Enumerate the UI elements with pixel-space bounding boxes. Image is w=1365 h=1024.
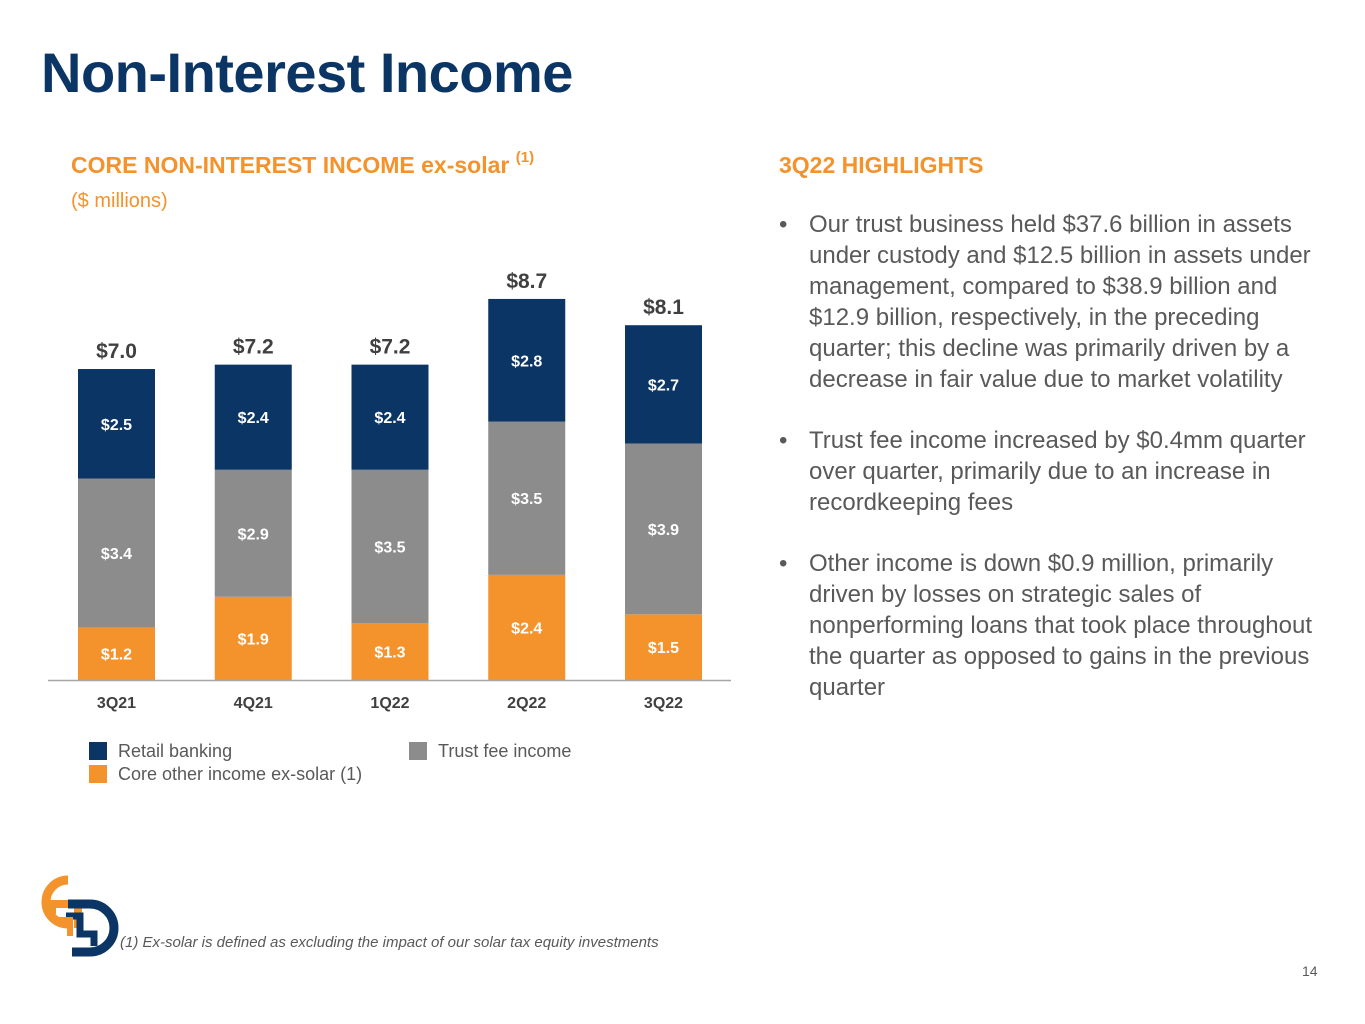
bar-segment [78, 627, 155, 680]
bar-value-label: $2.4 [511, 620, 542, 637]
legend-item-retail-banking: Retail banking [89, 740, 232, 762]
highlights-title: 3Q22 HIGHLIGHTS [779, 152, 984, 178]
page-title: Non-Interest Income [41, 41, 573, 104]
bar-total-label: $7.2 [370, 336, 411, 359]
legend-item-trust-fee-income: Trust fee income [409, 740, 571, 762]
bar-value-label: $1.2 [101, 647, 132, 664]
bar-total-label: $8.7 [506, 270, 547, 293]
highlight-item: Our trust business held $37.6 billion in… [779, 209, 1319, 395]
chart-title-text: CORE NON-INTEREST INCOME ex-solar [71, 152, 510, 178]
legend-swatch-core-other-income [89, 765, 107, 783]
footnote: (1) Ex-solar is defined as excluding the… [120, 934, 659, 951]
page-number: 14 [1302, 963, 1318, 979]
chart-title: CORE NON-INTEREST INCOME ex-solar (1) [71, 149, 535, 179]
bar-value-label: $2.8 [511, 353, 542, 370]
category-label: 3Q22 [644, 695, 683, 712]
bar-segment [625, 443, 702, 615]
bar-value-label: $1.5 [648, 640, 679, 657]
bar-value-label: $1.9 [238, 631, 269, 648]
bar-value-label: $3.5 [374, 539, 405, 556]
bar-value-label: $2.7 [648, 377, 679, 394]
bar-segment [351, 623, 429, 680]
bar-value-label: $2.4 [374, 410, 405, 427]
bar-segment [488, 574, 566, 680]
legend-label-trust-fee-income: Trust fee income [438, 740, 572, 761]
bar-value-label: $1.3 [374, 645, 405, 662]
chart-title-footnote-ref: (1) [515, 149, 535, 166]
bar-segment [488, 421, 566, 575]
category-label: 1Q22 [370, 695, 409, 712]
bar-total-label: $8.1 [643, 296, 684, 319]
chart-subtitle: ($ millions) [71, 190, 168, 212]
bar-segment [78, 369, 155, 479]
bar-value-label: $2.5 [101, 417, 132, 434]
bar-segment [78, 478, 155, 628]
bar-segment [351, 364, 429, 470]
bar-segment [625, 325, 702, 444]
bar-value-label: $2.4 [238, 410, 269, 427]
bar-segment [214, 469, 292, 597]
legend-swatch-trust-fee-income [409, 742, 427, 760]
legend-label-core-other-income: Core other income ex-solar (1) [118, 763, 363, 784]
highlights-list: Our trust business held $37.6 billion in… [779, 209, 1319, 733]
company-logo-icon [41, 875, 119, 957]
category-label: 2Q22 [507, 695, 546, 712]
bar-value-label: $3.4 [101, 546, 132, 563]
stacked-bar-chart: $1.2 $3.4 $2.5 $7.0 3Q21 $1.9 $2.9 $2.4 $7.2 4Q21… [48, 270, 731, 712]
bar-segment [351, 469, 429, 624]
bar-value-label: $2.9 [238, 526, 269, 543]
bar-total-label: $7.2 [233, 336, 274, 359]
bar-total-label: $7.0 [96, 340, 137, 363]
bar-segment [214, 596, 292, 680]
legend-item-core-other-income: Core other income ex-solar (1) [89, 763, 362, 785]
category-label: 4Q21 [234, 695, 273, 712]
legend-swatch-retail-banking [89, 742, 107, 760]
bar-segment [488, 298, 566, 422]
bar-value-label: $3.9 [648, 522, 679, 539]
highlight-item: Other income is down $0.9 million, prima… [779, 548, 1319, 703]
bar-value-label: $3.5 [511, 491, 542, 508]
bar-segment [625, 614, 702, 680]
bar-segment [214, 364, 292, 470]
category-label: 3Q21 [97, 695, 136, 712]
highlight-item: Trust fee income increased by $0.4mm qua… [779, 425, 1319, 518]
legend-label-retail-banking: Retail banking [118, 740, 233, 761]
